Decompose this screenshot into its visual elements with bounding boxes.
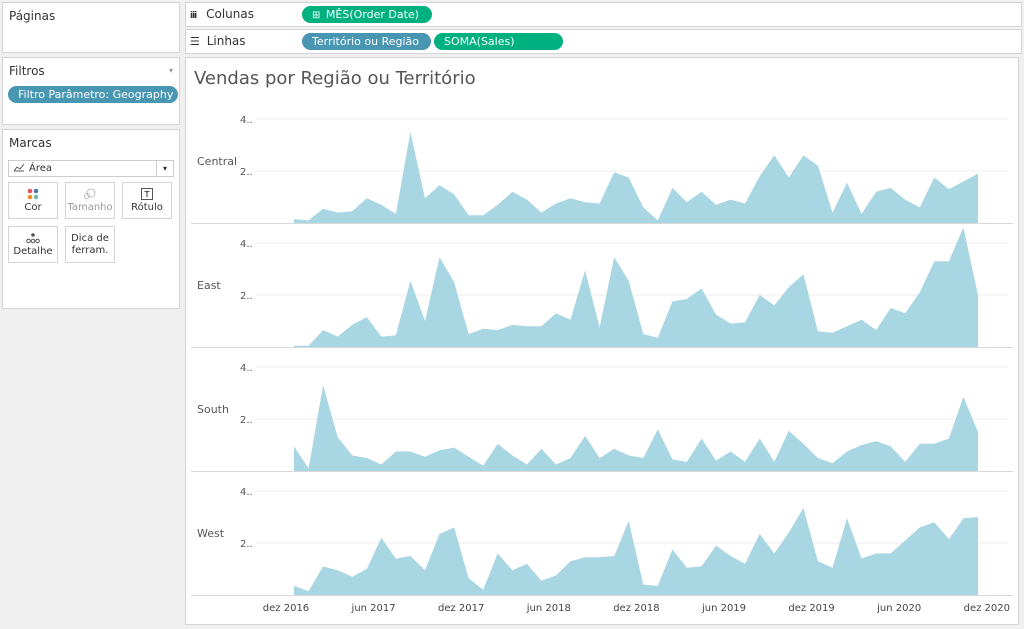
x-tick-label: jun 2017 <box>351 603 396 614</box>
rows-shelf-label: ☰ Linhas <box>190 34 246 48</box>
y-tick-label: 4.. <box>240 239 253 250</box>
rows-shelf[interactable]: ☰ Linhas Território ou Região SOMA(Sales… <box>185 29 1022 54</box>
pages-panel[interactable]: Páginas <box>2 2 180 53</box>
filters-menu-icon[interactable]: ▾ <box>168 66 173 75</box>
pages-title: Páginas <box>9 9 56 23</box>
tooltip-card-label: Dica de ferram. <box>71 233 109 256</box>
x-tick-label: dez 2018 <box>613 603 659 614</box>
area-mark-icon <box>13 161 25 178</box>
mark-type-dropdown[interactable]: Área ▾ <box>8 160 174 177</box>
rows-pill-territory[interactable]: Território ou Região <box>302 33 431 50</box>
label-card[interactable]: Rótulo <box>122 182 172 219</box>
y-tick-label: 4.. <box>240 487 253 498</box>
label-card-label: Rótulo <box>131 202 163 213</box>
rows-pill-sum-sales[interactable]: SOMA(Sales) <box>434 33 563 50</box>
label-t-icon <box>123 188 171 200</box>
plus-icon: ⊞ <box>312 10 321 21</box>
y-tick-label: 2.. <box>240 415 253 426</box>
size-icon <box>66 188 114 200</box>
columns-pill-month[interactable]: ⊞ MÊS(Order Date) <box>302 6 432 23</box>
detail-card-label: Detalhe <box>13 246 53 257</box>
columns-shelf[interactable]: iii Colunas ⊞ MÊS(Order Date) <box>185 2 1022 27</box>
color-card[interactable]: Cor <box>8 182 58 219</box>
color-card-label: Cor <box>24 202 42 213</box>
x-tick-label: dez 2016 <box>263 603 309 614</box>
rows-icon: ☰ <box>190 35 200 48</box>
y-tick-label: 2.. <box>240 167 253 178</box>
mark-type-label: Área <box>29 163 53 174</box>
x-tick-label: dez 2019 <box>788 603 834 614</box>
area-central <box>294 132 978 223</box>
x-tick-label: jun 2020 <box>876 603 921 614</box>
chevron-down-icon: ▾ <box>156 161 173 176</box>
x-tick-label: dez 2017 <box>438 603 484 614</box>
x-tick-label: jun 2018 <box>526 603 571 614</box>
marks-panel[interactable]: Marcas Área ▾ Cor Tamanho Rótulo Detalhe… <box>2 129 180 309</box>
filters-title: Filtros <box>9 64 45 78</box>
area-chart[interactable]: 4..2..Central4..2..East4..2..South4..2..… <box>186 58 1018 624</box>
chart-title: Vendas por Região ou Território <box>194 68 476 89</box>
tooltip-card[interactable]: Dica de ferram. <box>65 226 115 263</box>
x-tick-label: jun 2019 <box>701 603 746 614</box>
y-tick-label: 2.. <box>240 291 253 302</box>
x-tick-label: dez 2020 <box>964 603 1010 614</box>
row-label-east: East <box>197 279 221 292</box>
detail-dots-icon <box>9 232 57 244</box>
area-west <box>294 507 978 595</box>
filter-pill-geography[interactable]: Filtro Parâmetro: Geography <box>8 86 178 103</box>
size-card[interactable]: Tamanho <box>65 182 115 219</box>
area-east <box>294 227 978 347</box>
row-label-west: West <box>197 527 225 540</box>
filters-panel[interactable]: Filtros ▾ Filtro Parâmetro: Geography <box>2 57 180 125</box>
columns-icon: iii <box>190 11 197 21</box>
size-card-label: Tamanho <box>67 202 113 213</box>
row-label-south: South <box>197 403 229 416</box>
detail-card[interactable]: Detalhe <box>8 226 58 263</box>
y-tick-label: 2.. <box>240 539 253 550</box>
row-label-central: Central <box>197 155 237 168</box>
color-dots-icon <box>9 188 57 200</box>
area-south <box>294 385 978 471</box>
marks-title: Marcas <box>9 136 52 150</box>
chart-panel: Vendas por Região ou Território 4.. 2.. Ce… <box>185 57 1019 625</box>
y-tick-label: 4.. <box>240 115 253 126</box>
y-tick-label: 4.. <box>240 363 253 374</box>
columns-shelf-label: iii Colunas <box>190 7 254 21</box>
